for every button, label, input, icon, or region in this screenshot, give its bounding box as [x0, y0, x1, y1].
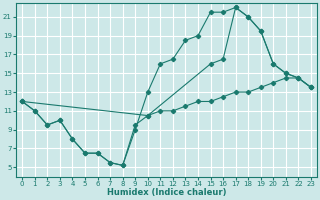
X-axis label: Humidex (Indice chaleur): Humidex (Indice chaleur): [107, 188, 226, 197]
